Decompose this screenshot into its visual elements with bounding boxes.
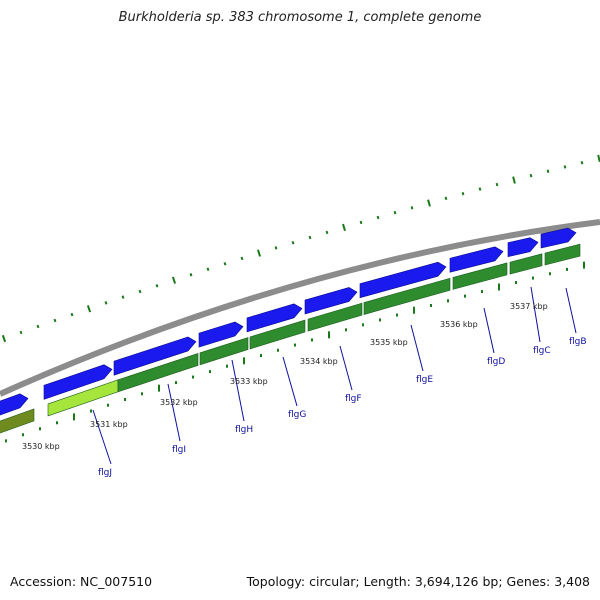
- scale-label: 3537 kbp: [510, 302, 548, 311]
- cds-track: [0, 243, 581, 434]
- outer-tick: [104, 301, 108, 305]
- outer-tick: [444, 196, 448, 201]
- outer-tick: [19, 330, 23, 335]
- outer-tick: [171, 276, 177, 284]
- scale-label: 3532 kbp: [160, 398, 198, 407]
- outer-tick: [308, 235, 312, 240]
- cds-segment: [0, 408, 35, 434]
- cds-segment: [199, 337, 249, 366]
- outer-tick: [427, 199, 431, 207]
- accession-text: Accession: NC_007510: [10, 574, 153, 589]
- cds-segment: [452, 262, 508, 290]
- forward-gene-track: [0, 227, 577, 416]
- genome-backbone: [0, 219, 600, 397]
- forward-gene-arrow: [540, 227, 577, 249]
- cds-segment: [117, 353, 199, 393]
- gene-label-leader: [167, 383, 181, 442]
- outer-tick: [189, 272, 193, 277]
- gene-label-leader: [565, 287, 577, 334]
- outer-tick: [359, 220, 363, 225]
- outer-tick: [410, 206, 414, 210]
- outer-tick: [546, 169, 550, 173]
- gene-labels: flgJ flgI flgH flgG flgF flgE flgD flgC flgB: [98, 337, 587, 478]
- forward-gene-arrow: [359, 261, 447, 299]
- gene-label-leaders: [92, 286, 577, 465]
- map-title: Burkholderia sp. 383 chromosome 1, compl…: [118, 10, 482, 25]
- gene-label-flgE: flgE: [416, 375, 433, 385]
- forward-gene-arrow: [0, 393, 29, 416]
- outer-tick: [155, 284, 159, 288]
- scale-label: 3533 kbp: [230, 377, 268, 386]
- outer-tick: [461, 191, 465, 196]
- outer-tick: [376, 215, 380, 220]
- scale-label: 3531 kbp: [90, 420, 128, 429]
- gene-label-flgB: flgB: [569, 337, 587, 347]
- forward-gene-arrow: [304, 287, 358, 315]
- cds-segment: [307, 302, 363, 332]
- outer-tick: [1, 334, 7, 343]
- cds-segment: [249, 319, 306, 350]
- gene-label-leader: [339, 345, 353, 391]
- gene-label-leader: [530, 286, 541, 343]
- outer-tick: [495, 182, 499, 187]
- outer-tick: [529, 173, 533, 178]
- gene-label-flgC: flgC: [533, 346, 551, 356]
- gene-label-leader: [92, 409, 112, 465]
- cds-segment: [544, 243, 581, 266]
- outer-tick: [206, 267, 210, 271]
- gene-label-leader: [282, 356, 298, 407]
- outer-tick: [325, 230, 329, 235]
- outer-tick: [70, 312, 74, 317]
- forward-gene-arrow: [507, 237, 539, 258]
- gene-label-flgH: flgH: [235, 425, 253, 435]
- outer-tick: [121, 295, 125, 299]
- scale-label: 3535 kbp: [370, 338, 408, 347]
- gene-label-flgJ: flgJ: [98, 468, 112, 478]
- gene-label-leader: [231, 359, 245, 422]
- outer-tick-marks: [1, 154, 600, 343]
- forward-gene-arrow: [113, 336, 197, 376]
- forward-gene-arrow: [449, 246, 504, 273]
- outer-tick: [223, 262, 227, 266]
- scale-label: 3530 kbp: [22, 442, 60, 451]
- outer-tick: [257, 249, 261, 257]
- outer-tick: [86, 305, 92, 313]
- outer-tick: [393, 210, 397, 215]
- outer-tick: [563, 165, 567, 169]
- cds-segment: [363, 277, 451, 315]
- outer-tick: [53, 318, 57, 323]
- gene-label-flgD: flgD: [487, 357, 505, 367]
- outer-tick: [240, 256, 244, 261]
- scale-labels: 3530 kbp 3531 kbp 3532 kbp 3533 kbp 3534 kbp…: [22, 302, 548, 451]
- outer-tick: [512, 176, 516, 184]
- forward-gene-arrow: [43, 364, 113, 400]
- cds-segment: [509, 253, 543, 275]
- forward-gene-arrow: [246, 303, 303, 333]
- outer-tick: [36, 324, 40, 329]
- outer-tick: [342, 223, 346, 232]
- topology-text: Topology: circular; Length: 3,694,126 bp…: [246, 574, 590, 589]
- outer-tick: [138, 289, 142, 294]
- gene-label-flgI: flgI: [172, 445, 186, 455]
- gene-label-flgF: flgF: [345, 394, 362, 404]
- scale-label: 3534 kbp: [300, 357, 338, 366]
- gene-label-flgG: flgG: [288, 410, 306, 420]
- forward-gene-arrow: [198, 321, 244, 348]
- gene-label-leader: [410, 324, 424, 372]
- inner-tick-marks: [5, 261, 585, 443]
- outer-tick: [478, 187, 482, 191]
- outer-tick: [291, 240, 295, 245]
- outer-tick: [580, 160, 584, 165]
- gene-label-leader: [483, 307, 495, 354]
- outer-tick: [274, 246, 278, 250]
- scale-label: 3536 kbp: [440, 320, 478, 329]
